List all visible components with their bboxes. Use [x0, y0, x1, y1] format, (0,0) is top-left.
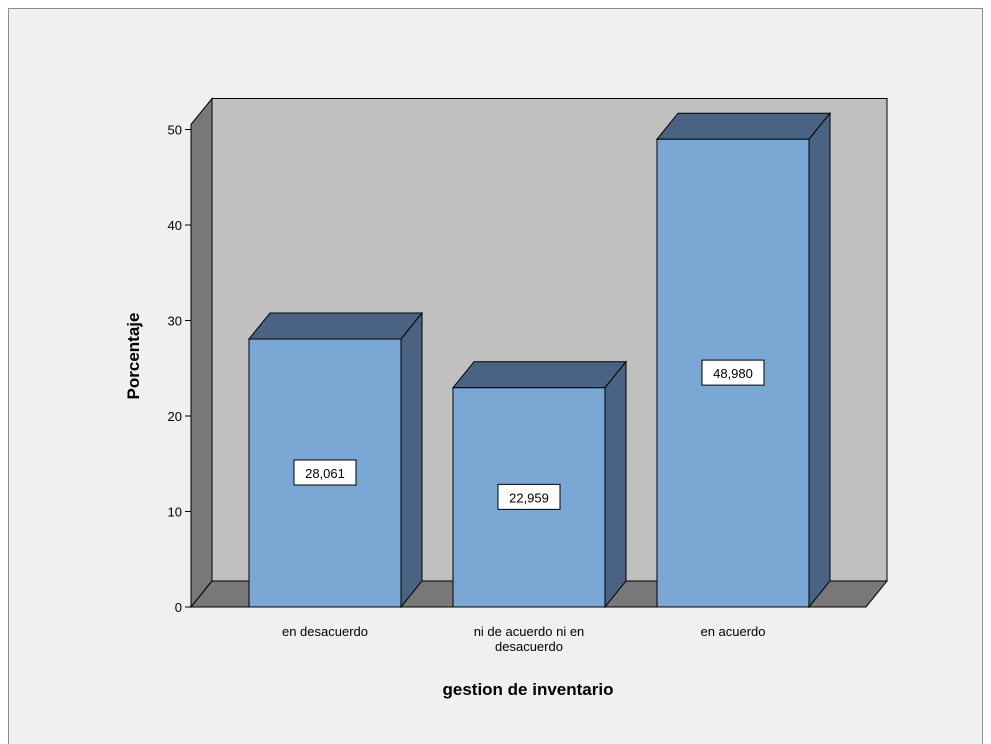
bar-side: [604, 360, 627, 609]
x-tick-label: en acuerdo: [700, 624, 765, 639]
data-label-box: [701, 359, 765, 386]
bar-top: [451, 361, 628, 389]
x-tick-label: en desacuerdo: [282, 624, 368, 639]
data-label-box: [497, 483, 561, 510]
bar: [247, 311, 424, 609]
bar-side: [808, 111, 831, 609]
data-label: 48,980: [701, 359, 765, 386]
data-label: 28,061: [293, 459, 357, 486]
side-wall: [190, 97, 213, 609]
x-axis-title: gestion de inventario: [443, 680, 614, 699]
y-tick-label: 50: [168, 123, 182, 138]
data-label: 22,959: [497, 483, 561, 510]
bar-top: [655, 112, 832, 140]
y-tick-label: 30: [168, 314, 182, 329]
data-label-text: 28,061: [305, 466, 345, 481]
y-axis: 0 10 20 30 40 50: [168, 123, 192, 615]
bar-top: [247, 312, 424, 340]
y-axis-title: Porcentaje: [124, 313, 143, 400]
x-axis: en desacuerdo ni de acuerdo ni en desacuer…: [282, 624, 766, 654]
data-label-text: 48,980: [713, 366, 753, 381]
y-tick-label: 0: [175, 600, 182, 615]
y-tick-label: 20: [168, 409, 182, 424]
x-tick-label: ni de acuerdo ni en desacuerdo: [474, 624, 585, 654]
bar-side: [400, 311, 423, 609]
data-label-box: [293, 459, 357, 486]
bar: [451, 360, 628, 609]
y-tick-label: 40: [168, 218, 182, 233]
data-label-text: 22,959: [509, 490, 549, 505]
data-labels: 28,061 22,959 48,980: [293, 359, 765, 510]
y-tick-label: 10: [168, 505, 182, 520]
